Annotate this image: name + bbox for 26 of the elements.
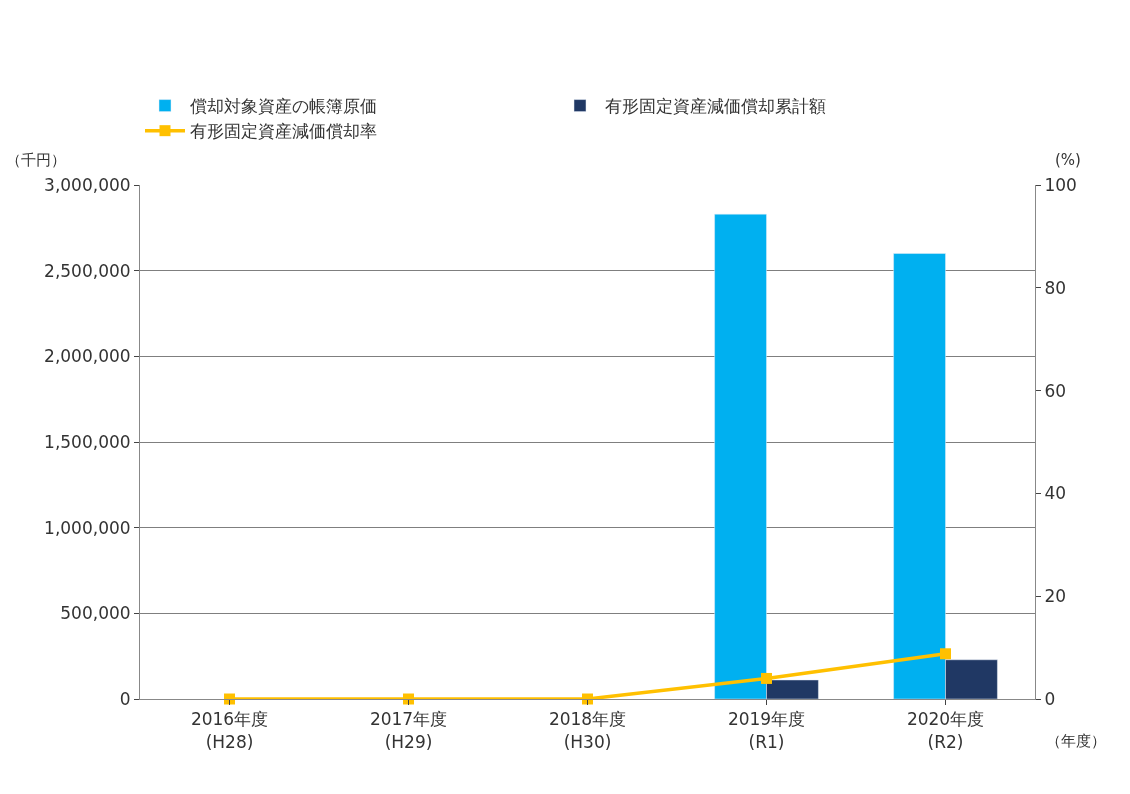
- y2-tick-label: 100: [1044, 174, 1077, 195]
- x-tick-label: 2016年度 (H28): [190, 709, 269, 752]
- x-tick-label: 2019年度 (R1): [727, 709, 806, 752]
- y-tick-label: 2,500,000: [44, 260, 131, 281]
- x-tick-label: 2017年度 (H29): [369, 709, 448, 752]
- point: [761, 672, 772, 684]
- x-tick-label: 2018年度 (H30): [548, 709, 627, 752]
- legend-label: 償却対象資産の帳簿原価: [190, 96, 377, 117]
- x-axis-title: （年度）: [1046, 732, 1106, 750]
- y2-axis-title: (%): [1055, 151, 1081, 169]
- legend-label: 有形固定資産減価償却累計額: [605, 96, 826, 117]
- y-tick-label: 3,000,000: [44, 174, 131, 195]
- y2-tick-label: 40: [1044, 483, 1067, 504]
- y-tick-label: 0: [119, 688, 131, 709]
- y2-tick-label: 20: [1044, 586, 1067, 607]
- x-tick-label: 2020年度 (R2): [906, 709, 985, 752]
- y-tick-label: 1,000,000: [44, 517, 131, 538]
- y-axis-title: （千円）: [6, 151, 66, 169]
- y2-tick-label: 80: [1044, 277, 1067, 298]
- point: [940, 648, 951, 660]
- y-tick-label: 2,000,000: [44, 346, 131, 367]
- y-tick-label: 1,500,000: [44, 431, 131, 452]
- legend-label: 有形固定資産減価償却率: [190, 121, 377, 142]
- y2-tick-label: 60: [1044, 380, 1067, 401]
- y-tick-label: 500,000: [60, 603, 131, 624]
- y2-tick-label: 0: [1044, 688, 1056, 709]
